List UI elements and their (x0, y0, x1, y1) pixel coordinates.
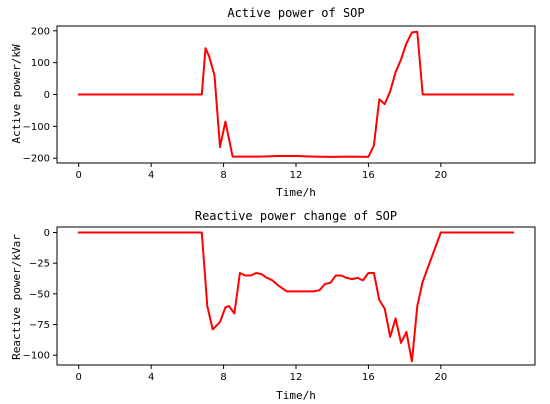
x-tick-label: 16 (362, 372, 375, 383)
y-axis-label: Reactive power/kVar (10, 234, 23, 360)
x-axis-label: Time/h (276, 389, 316, 402)
series-line (77, 30, 515, 158)
y-tick-label: 200 (31, 26, 50, 37)
y-tick-label: −75 (29, 320, 50, 331)
y-tick-label: −25 (29, 259, 50, 270)
active-power-chart: Active power of SOP Active power/kW Time… (10, 6, 536, 199)
y-tick-label: −100 (23, 351, 50, 362)
y-tick-label: −200 (23, 154, 50, 165)
x-tick-label: 4 (148, 170, 154, 181)
series-lines (77, 231, 515, 363)
chart-title: Active power of SOP (227, 6, 364, 20)
axis-ticks: 0 4 8 12 16 20 0 −25 −50 −75 −100 (23, 228, 448, 383)
x-tick-label: 8 (220, 372, 226, 383)
x-tick-label: 8 (220, 170, 226, 181)
x-tick-label: 4 (148, 372, 154, 383)
series-lines (77, 30, 515, 158)
reactive-power-chart: Reactive power change of SOP Reactive po… (10, 209, 536, 402)
x-tick-label: 16 (362, 170, 375, 181)
axis-ticks: 0 4 8 12 16 20 200 100 0 −100 −200 (23, 26, 448, 181)
x-axis-label: Time/h (276, 186, 316, 199)
y-tick-label: 0 (44, 90, 50, 101)
x-tick-label: 12 (290, 170, 303, 181)
chart-title: Reactive power change of SOP (195, 209, 397, 223)
y-tick-label: 100 (31, 58, 50, 69)
y-tick-label: 0 (44, 228, 50, 239)
y-tick-label: −100 (23, 122, 50, 133)
x-tick-label: 0 (76, 170, 82, 181)
x-tick-label: 20 (434, 372, 447, 383)
x-tick-label: 0 (76, 372, 82, 383)
series-line (77, 231, 515, 363)
y-axis-label: Active power/kW (10, 44, 23, 144)
plot-frame (56, 226, 536, 366)
x-tick-label: 20 (434, 170, 447, 181)
y-tick-label: −50 (29, 289, 50, 300)
plot-frame (56, 25, 536, 164)
x-tick-label: 12 (290, 372, 303, 383)
